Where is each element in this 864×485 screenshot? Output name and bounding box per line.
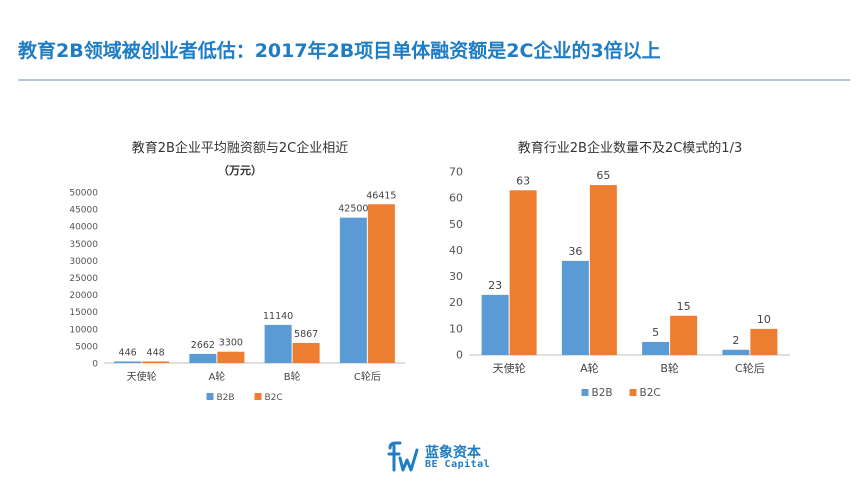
data-label: 5867	[294, 329, 318, 340]
data-label: 448	[147, 347, 165, 358]
y-tick-label: 10000	[69, 325, 98, 335]
bar-b2b-1	[114, 361, 142, 363]
y-tick-label: 20	[449, 296, 463, 309]
y-tick-label: 40	[449, 244, 463, 257]
bar-b2b-4	[339, 217, 367, 363]
bar-b2c-2	[217, 351, 245, 363]
x-tick-label: 天使轮	[127, 370, 157, 383]
y-tick-label: 0	[456, 349, 463, 362]
data-label: 36	[568, 245, 582, 258]
legend-label-b2c: B2C	[265, 393, 283, 403]
x-tick-label: A轮	[208, 370, 225, 383]
legend-swatch-b2c	[254, 393, 262, 400]
data-label: 2	[732, 334, 739, 347]
legend-label-b2b: B2B	[592, 387, 613, 399]
data-label: 2662	[191, 340, 215, 351]
data-label: 63	[516, 174, 530, 187]
legend-swatch-b2c	[629, 389, 637, 396]
bar-b2b-3	[642, 341, 670, 355]
y-tick-label: 50	[449, 218, 463, 231]
bar-b2c-1	[142, 361, 170, 363]
x-tick-label: C轮后	[735, 361, 765, 375]
bar-b2c-1	[509, 190, 537, 355]
bar-b2c-2	[589, 185, 617, 355]
data-label: 46415	[366, 190, 396, 201]
y-tick-label: 15000	[69, 308, 98, 318]
brand-name-en: BE Capital	[425, 459, 491, 470]
legend-swatch-b2b	[206, 393, 214, 400]
page-title: 教育2B领域被创业者低估：2017年2B项目单体融资额是2C企业的3倍以上	[18, 40, 661, 62]
bar-b2c-4	[367, 204, 395, 363]
bar-b2c-3	[292, 342, 320, 363]
title-divider	[18, 79, 850, 81]
y-tick-label: 0	[92, 360, 98, 370]
bar-b2b-3	[264, 324, 292, 363]
data-label: 15	[677, 300, 691, 313]
data-label: 42500	[338, 204, 368, 215]
y-tick-label: 10	[449, 322, 463, 335]
data-label: 11140	[263, 311, 293, 322]
chart-title: 教育行业2B企业数量不及2C模式的1/3	[518, 140, 742, 156]
bar-b2b-4	[722, 349, 750, 355]
bar-b2b-2	[189, 353, 217, 363]
bar-b2c-4	[750, 328, 778, 355]
bar-b2b-1	[481, 294, 509, 355]
brand-name-cn: 蓝象资本	[425, 445, 481, 461]
x-tick-label: C轮后	[354, 370, 381, 383]
data-label: 5	[652, 326, 659, 339]
data-label: 23	[488, 279, 502, 292]
data-label: 3300	[219, 338, 243, 349]
data-label: 446	[119, 347, 137, 358]
y-tick-label: 30	[449, 270, 463, 283]
y-tick-label: 40000	[69, 223, 98, 233]
legend-label-b2c: B2C	[640, 387, 661, 399]
avg-financing-chart: 教育2B企业平均融资额与2C企业相近 （万元） 0 5000 10000 15000 2…	[69, 140, 405, 403]
y-tick-label: 30000	[69, 257, 98, 267]
y-tick-label: 20000	[69, 291, 98, 301]
bar-b2b-2	[561, 260, 589, 355]
legend-label-b2b: B2B	[217, 393, 235, 403]
brand-logo: 蓝象资本 BE Capital	[386, 440, 526, 476]
data-label: 10	[757, 313, 771, 326]
y-tick-label: 50000	[69, 189, 98, 199]
x-tick-label: B轮	[660, 361, 679, 375]
y-tick-label: 35000	[69, 240, 98, 250]
data-label: 65	[596, 169, 610, 182]
y-tick-label: 45000	[69, 206, 98, 216]
brand-logo-icon	[387, 441, 419, 472]
y-tick-label: 5000	[75, 342, 98, 352]
y-tick-label: 60	[449, 192, 463, 205]
x-tick-label: A轮	[580, 361, 599, 375]
x-tick-label: 天使轮	[493, 361, 526, 375]
y-tick-label: 25000	[69, 274, 98, 284]
chart-title: 教育2B企业平均融资额与2C企业相近	[132, 140, 349, 156]
x-tick-label: B轮	[284, 370, 301, 383]
legend-swatch-b2b	[581, 389, 589, 396]
chart-subtitle: （万元）	[218, 164, 262, 177]
bar-b2c-3	[670, 315, 698, 355]
y-tick-label: 70	[449, 166, 463, 179]
